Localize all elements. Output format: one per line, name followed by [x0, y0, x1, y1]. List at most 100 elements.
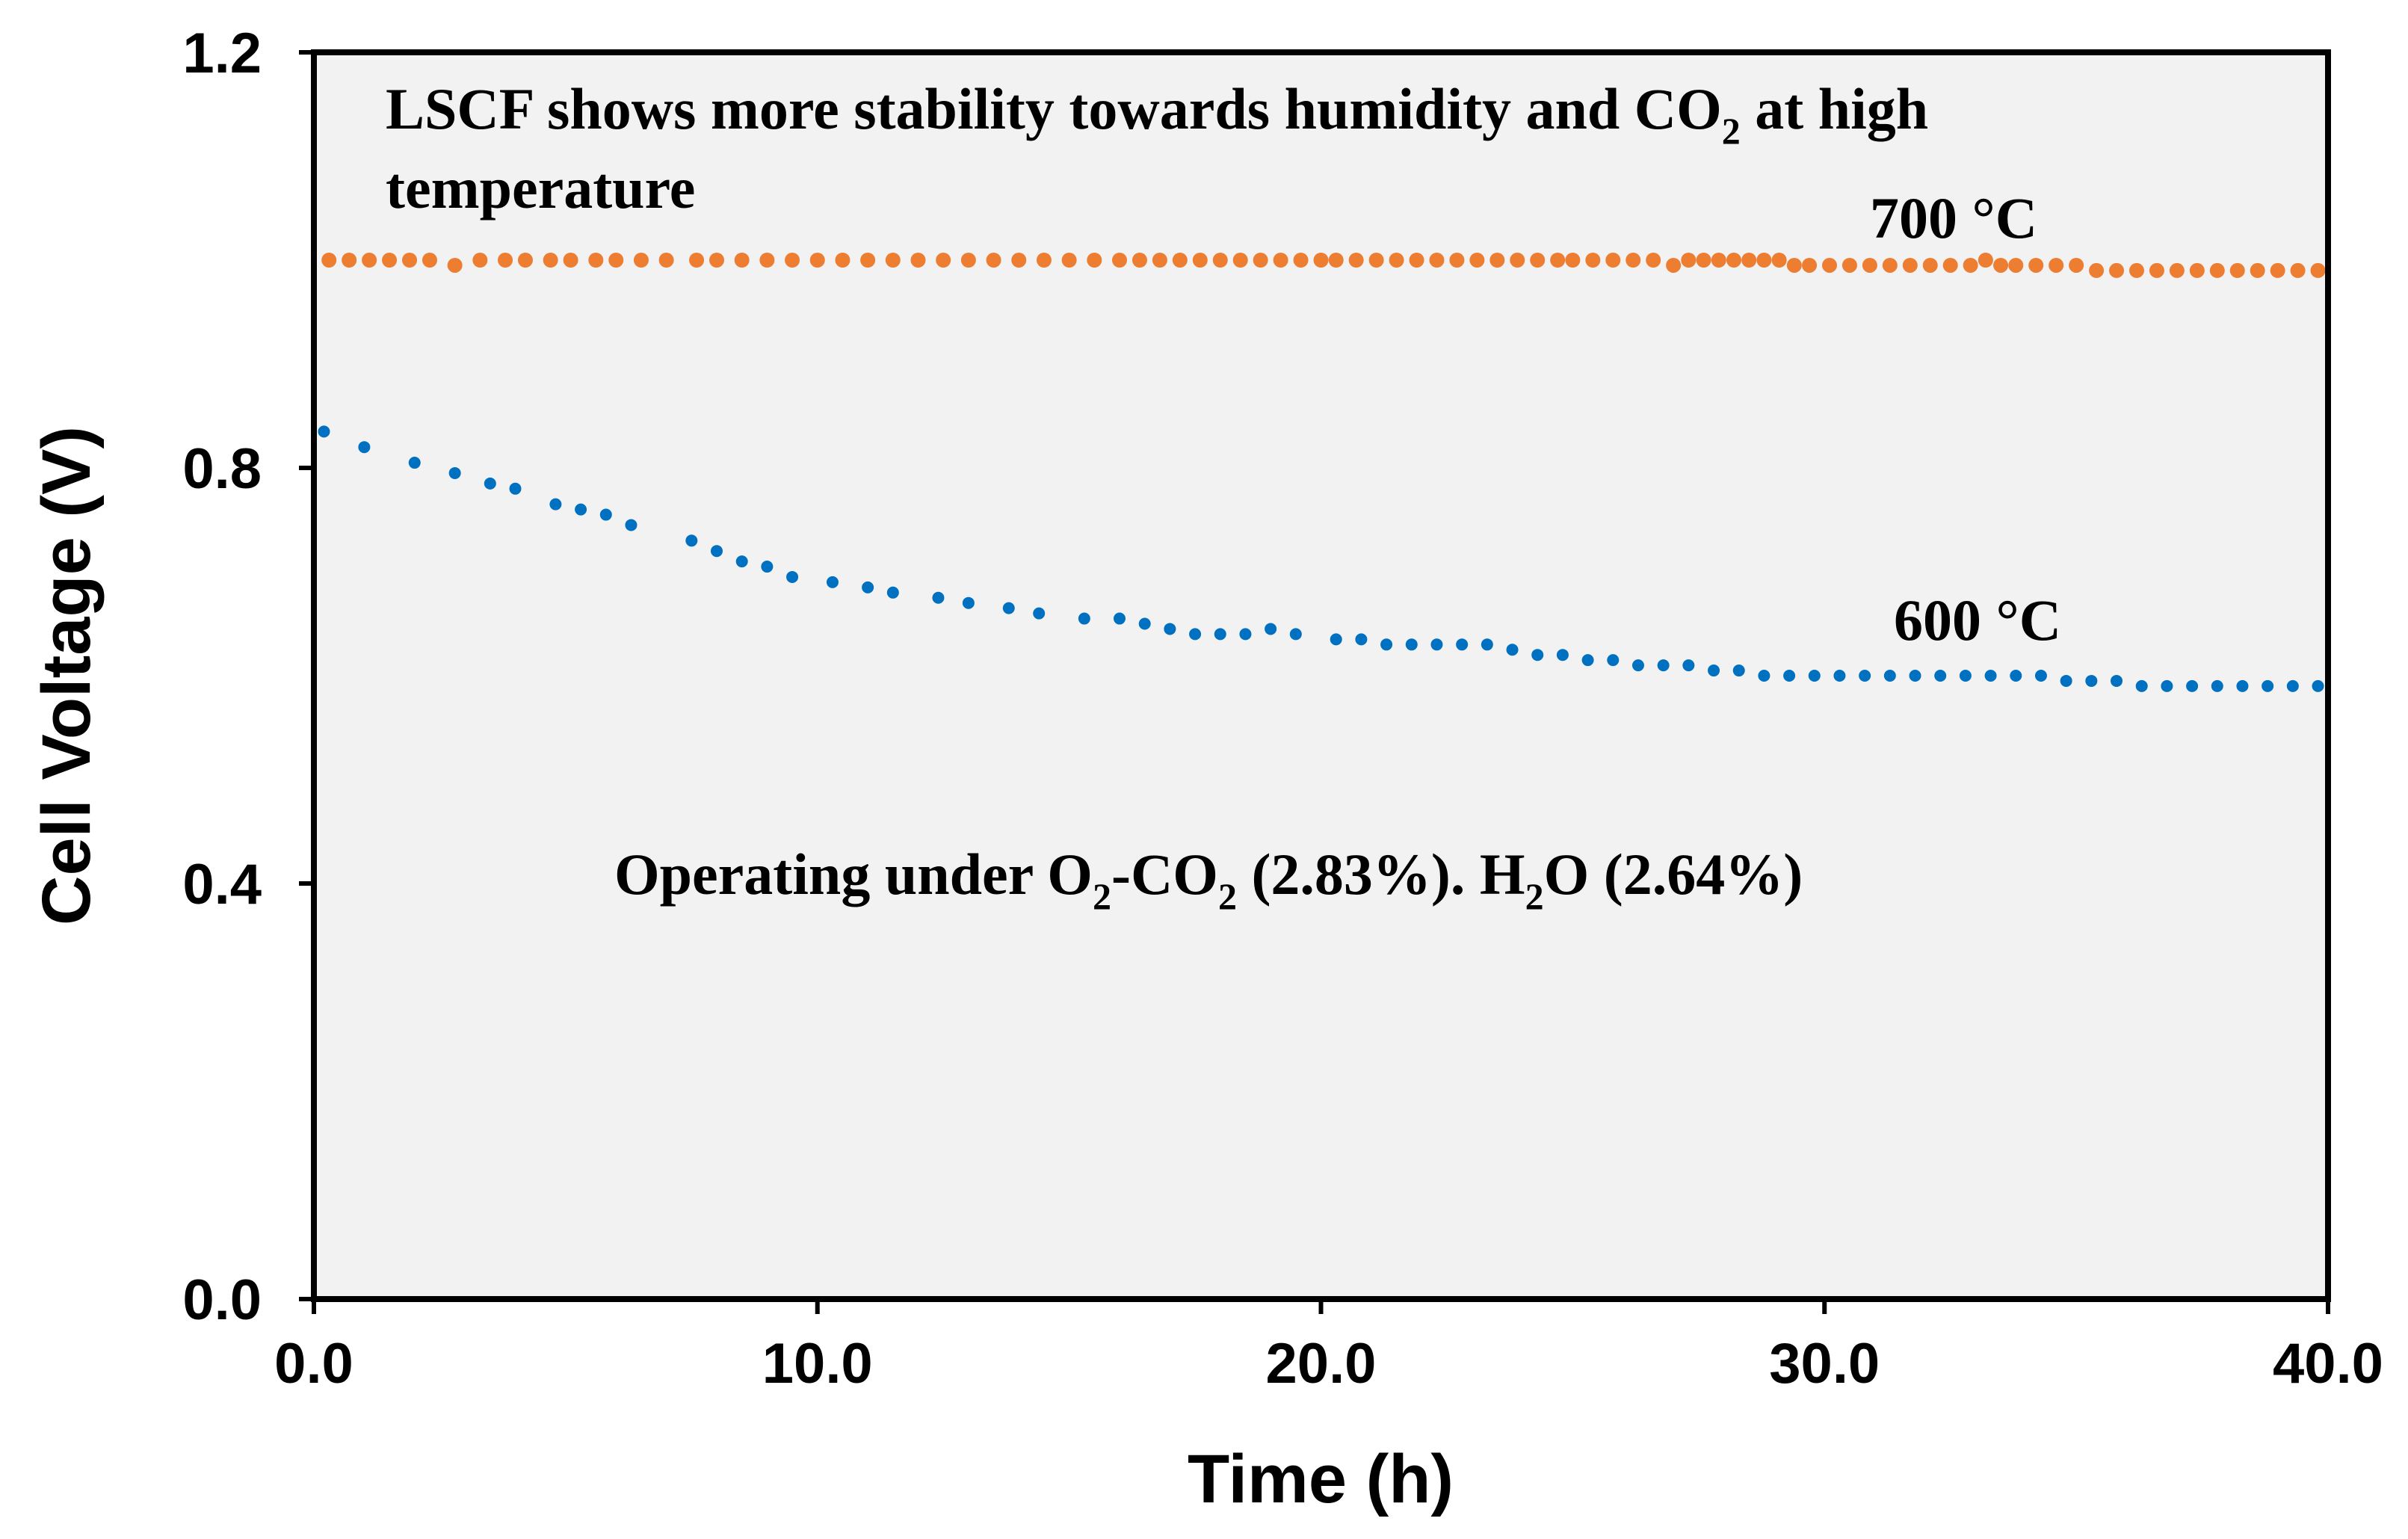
data-point — [1469, 253, 1485, 268]
data-point — [2010, 670, 2022, 682]
y-tick-label: 1.2 — [182, 22, 262, 85]
data-point — [936, 253, 951, 268]
data-point — [1405, 638, 1418, 651]
data-point — [1061, 253, 1077, 268]
data-point — [1429, 253, 1445, 268]
data-point — [685, 534, 698, 547]
annotation-stability-line1: LSCF shows more stability towards humidi… — [386, 76, 1928, 152]
x-tick-label: 40.0 — [2273, 1332, 2383, 1395]
series-700c — [321, 253, 2326, 278]
data-point — [447, 257, 463, 273]
data-point — [1265, 623, 1277, 635]
series-600c — [318, 425, 2324, 692]
data-point — [1978, 253, 1993, 268]
data-point — [1859, 670, 1871, 682]
data-point — [1132, 253, 1147, 268]
annotation-operating-conditions: Operating under O2-CO2 (2.83%). H2O (2.6… — [614, 842, 1803, 917]
data-point — [734, 253, 750, 268]
data-point — [1489, 253, 1505, 268]
data-point — [1626, 253, 1641, 268]
data-point — [1409, 253, 1424, 268]
data-point — [498, 253, 513, 268]
data-point — [2135, 679, 2148, 692]
data-point — [1585, 253, 1601, 268]
data-point — [1152, 253, 1167, 268]
y-tick-label: 0.8 — [182, 437, 262, 501]
data-point — [735, 555, 748, 568]
data-point — [575, 503, 587, 516]
data-point — [321, 253, 337, 268]
data-point — [2089, 262, 2105, 278]
data-point — [484, 477, 496, 490]
data-point — [358, 441, 371, 454]
data-point — [563, 253, 578, 268]
data-point — [1355, 633, 1368, 646]
data-point — [2060, 674, 2072, 687]
data-point — [1002, 602, 1015, 614]
data-point — [826, 576, 839, 588]
data-point — [785, 253, 800, 268]
data-point — [1902, 257, 1918, 273]
data-point — [1963, 257, 1978, 273]
data-point — [1330, 633, 1342, 646]
op-sub-2: 2 — [1218, 875, 1237, 917]
data-point — [1771, 253, 1787, 268]
data-point — [1605, 253, 1621, 268]
data-point — [1783, 670, 1796, 682]
data-point — [1239, 628, 1252, 641]
data-point — [2128, 262, 2144, 278]
data-point — [1726, 253, 1741, 268]
data-point — [2229, 262, 2245, 278]
data-point — [633, 253, 649, 268]
data-point — [1841, 257, 1857, 273]
data-point — [1862, 257, 1877, 273]
data-point — [960, 253, 976, 268]
data-point — [382, 253, 398, 268]
x-tick-label: 30.0 — [1769, 1332, 1880, 1395]
data-point — [1565, 253, 1581, 268]
data-point — [886, 586, 899, 599]
data-point — [1808, 670, 1821, 682]
data-point — [1506, 644, 1519, 656]
data-point — [509, 482, 522, 495]
data-point — [1456, 638, 1469, 651]
data-point — [1348, 253, 1364, 268]
ticks-layer: 0.0 10.0 20.0 30.0 40.0 0.0 0.4 0.8 1.2 — [182, 22, 2383, 1395]
data-point — [986, 253, 1001, 268]
data-point — [1666, 257, 1682, 273]
data-point — [1696, 253, 1711, 268]
data-point — [1741, 253, 1757, 268]
data-point — [910, 253, 926, 268]
data-point — [1114, 612, 1126, 625]
data-point — [962, 596, 975, 609]
data-point — [1368, 253, 1384, 268]
data-point — [2310, 262, 2326, 278]
op-text-a: Operating under O — [614, 842, 1093, 907]
data-point — [2211, 679, 2223, 692]
data-point — [1631, 659, 1644, 672]
data-point — [1313, 253, 1329, 268]
data-point — [1959, 670, 1972, 682]
data-point — [1212, 253, 1228, 268]
data-point — [1328, 253, 1344, 268]
data-point — [1036, 253, 1052, 268]
data-point — [658, 253, 674, 268]
data-point — [711, 545, 723, 558]
data-point — [1711, 253, 1726, 268]
data-point — [1922, 257, 1938, 273]
op-sub-1: 2 — [1093, 875, 1111, 917]
data-point — [1984, 670, 1997, 682]
data-point — [1821, 257, 1837, 273]
data-point — [588, 253, 604, 268]
data-point — [860, 253, 876, 268]
data-point — [1430, 638, 1443, 651]
data-point — [1530, 253, 1546, 268]
data-point — [1214, 628, 1226, 641]
data-point — [1078, 612, 1090, 625]
data-point — [472, 253, 488, 268]
data-point — [2270, 262, 2285, 278]
data-point — [2290, 262, 2306, 278]
data-point — [1164, 623, 1176, 635]
data-point — [1934, 670, 1947, 682]
